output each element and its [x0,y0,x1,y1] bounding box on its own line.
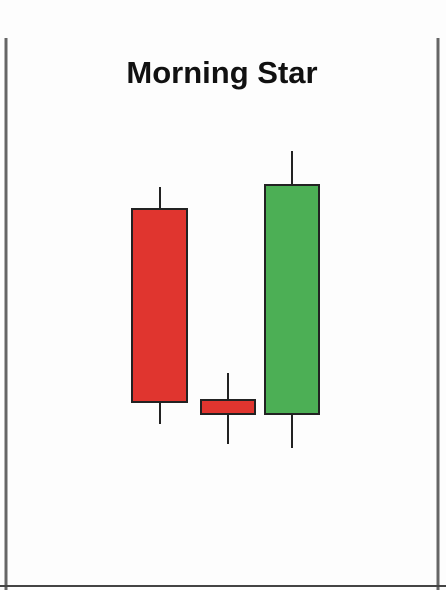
candle-bullish [264,151,320,448]
body [131,208,188,403]
body [264,184,320,415]
title: Morning Star [126,55,317,90]
candle-star [200,373,256,444]
candle-bearish [131,187,188,424]
body [200,399,256,415]
